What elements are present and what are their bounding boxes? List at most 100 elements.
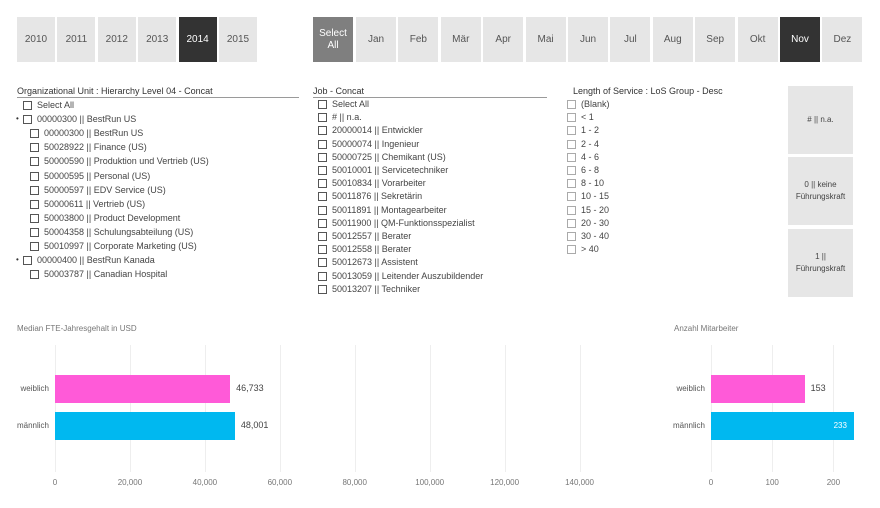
leader-filter-button[interactable]: # || n.a. bbox=[788, 86, 853, 154]
checkbox-icon[interactable] bbox=[567, 126, 576, 136]
checkbox-icon[interactable] bbox=[567, 245, 576, 255]
checkbox-icon[interactable] bbox=[318, 192, 327, 202]
year-tile-2010[interactable]: 2010 bbox=[17, 17, 55, 62]
job-slicer-item[interactable]: # || n.a. bbox=[318, 111, 362, 124]
checkbox-icon[interactable] bbox=[567, 166, 576, 175]
job-slicer-item[interactable]: 50011876 || Sekretärin bbox=[318, 190, 422, 203]
checkbox-icon[interactable] bbox=[567, 179, 576, 189]
month-select-all-tile[interactable]: Select All bbox=[313, 17, 353, 62]
org-slicer-item[interactable]: 00000300 || BestRun US bbox=[23, 113, 136, 126]
org-slicer-item[interactable]: 50000595 || Personal (US) bbox=[30, 170, 150, 183]
job-slicer-item[interactable]: 50011900 || QM-Funktionsspezialist bbox=[318, 217, 475, 230]
job-slicer-item[interactable]: 50013207 || Techniker bbox=[318, 283, 420, 296]
job-slicer-item[interactable]: 50013059 || Leitender Auszubildender bbox=[318, 270, 483, 283]
los-slicer-item[interactable]: 20 - 30 bbox=[567, 217, 609, 230]
org-slicer-item[interactable]: 50000611 || Vertrieb (US) bbox=[30, 198, 145, 211]
job-slicer-item[interactable]: 50012673 || Assistent bbox=[318, 256, 418, 269]
month-tile-4[interactable]: Apr bbox=[483, 17, 524, 62]
los-slicer-item[interactable]: 30 - 40 bbox=[567, 230, 609, 243]
los-slicer-item[interactable]: 8 - 10 bbox=[567, 177, 604, 190]
checkbox-icon[interactable] bbox=[567, 192, 576, 202]
bar-weiblich[interactable] bbox=[55, 375, 231, 403]
checkbox-icon[interactable] bbox=[318, 113, 327, 123]
org-slicer-item[interactable]: 50003800 || Product Development bbox=[30, 212, 180, 225]
job-slicer-item[interactable]: 20000014 || Entwickler bbox=[318, 124, 423, 137]
job-slicer-item[interactable]: Select All bbox=[318, 98, 369, 111]
checkbox-icon[interactable] bbox=[567, 205, 576, 215]
checkbox-icon[interactable] bbox=[30, 157, 39, 167]
month-tile-8[interactable]: Aug bbox=[652, 17, 693, 62]
checkbox-icon[interactable] bbox=[567, 218, 576, 228]
checkbox-icon[interactable] bbox=[318, 126, 327, 136]
checkbox-icon[interactable] bbox=[567, 232, 576, 241]
month-tile-12[interactable]: Dez bbox=[822, 17, 863, 62]
checkbox-icon[interactable] bbox=[318, 205, 327, 215]
year-tile-2012[interactable]: 2012 bbox=[97, 17, 136, 62]
job-slicer-item[interactable]: 50010001 || Servicetechniker bbox=[318, 164, 448, 177]
org-slicer-item[interactable]: 50028922 || Finance (US) bbox=[30, 141, 147, 154]
checkbox-icon[interactable] bbox=[567, 113, 576, 123]
bar-männlich[interactable] bbox=[55, 412, 235, 440]
month-tile-9[interactable]: Sep bbox=[695, 17, 736, 62]
checkbox-icon[interactable] bbox=[318, 245, 327, 255]
checkbox-icon[interactable] bbox=[318, 271, 327, 281]
month-tile-2[interactable]: Feb bbox=[398, 17, 439, 62]
checkbox-icon[interactable] bbox=[30, 171, 39, 181]
checkbox-icon[interactable] bbox=[318, 258, 327, 268]
month-tile-10[interactable]: Okt bbox=[737, 17, 778, 62]
org-slicer-item[interactable]: 00000400 || BestRun Kanada bbox=[23, 254, 155, 267]
checkbox-icon[interactable] bbox=[30, 143, 39, 153]
expand-toggle-icon[interactable]: • bbox=[16, 114, 19, 124]
checkbox-icon[interactable] bbox=[567, 100, 576, 109]
year-tile-2015[interactable]: 2015 bbox=[219, 17, 257, 62]
org-slicer-item[interactable]: Select All bbox=[23, 99, 74, 112]
checkbox-icon[interactable] bbox=[318, 139, 327, 149]
bar-weiblich[interactable] bbox=[711, 375, 805, 403]
los-slicer-item[interactable]: 10 - 15 bbox=[567, 190, 609, 203]
checkbox-icon[interactable] bbox=[23, 115, 32, 125]
checkbox-icon[interactable] bbox=[30, 242, 39, 251]
checkbox-icon[interactable] bbox=[318, 100, 327, 109]
los-slicer-item[interactable]: 1 - 2 bbox=[567, 124, 599, 137]
los-slicer-item[interactable]: (Blank) bbox=[567, 98, 610, 111]
month-tile-11[interactable]: Nov bbox=[780, 17, 820, 62]
leader-filter-button[interactable]: 0 || keine Führungskraft bbox=[788, 157, 853, 225]
org-slicer-item[interactable]: 50004358 || Schulungsabteilung (US) bbox=[30, 226, 193, 239]
checkbox-icon[interactable] bbox=[30, 185, 39, 195]
los-slicer-item[interactable]: 15 - 20 bbox=[567, 204, 609, 217]
leader-filter-button[interactable]: 1 || Führungskraft bbox=[788, 229, 853, 297]
checkbox-icon[interactable] bbox=[318, 179, 327, 189]
job-slicer-item[interactable]: 50010834 || Vorarbeiter bbox=[318, 177, 426, 190]
checkbox-icon[interactable] bbox=[30, 227, 39, 237]
org-slicer-item[interactable]: 00000300 || BestRun US bbox=[30, 127, 143, 140]
org-slicer-item[interactable]: 50000597 || EDV Service (US) bbox=[30, 184, 166, 197]
los-slicer-item[interactable]: 6 - 8 bbox=[567, 164, 599, 177]
los-slicer-item[interactable]: 4 - 6 bbox=[567, 151, 599, 164]
bar-männlich[interactable] bbox=[711, 412, 854, 440]
checkbox-icon[interactable] bbox=[30, 270, 39, 280]
month-tile-1[interactable]: Jan bbox=[356, 17, 396, 62]
expand-toggle-icon[interactable]: • bbox=[16, 255, 19, 265]
los-slicer-item[interactable]: < 1 bbox=[567, 111, 594, 124]
job-slicer-item[interactable]: 50000074 || Ingenieur bbox=[318, 138, 419, 151]
month-tile-3[interactable]: Mär bbox=[440, 17, 481, 62]
month-tile-6[interactable]: Jun bbox=[568, 17, 608, 62]
checkbox-icon[interactable] bbox=[318, 232, 327, 241]
checkbox-icon[interactable] bbox=[23, 101, 32, 110]
checkbox-icon[interactable] bbox=[23, 256, 32, 266]
checkbox-icon[interactable] bbox=[567, 152, 576, 162]
job-slicer-item[interactable]: 50012557 || Berater bbox=[318, 230, 411, 243]
year-tile-2011[interactable]: 2011 bbox=[57, 17, 96, 62]
org-slicer-item[interactable]: 50000590 || Produktion und Vertrieb (US) bbox=[30, 155, 209, 168]
month-tile-7[interactable]: Jul bbox=[610, 17, 651, 62]
job-slicer-item[interactable]: 50012558 || Berater bbox=[318, 243, 411, 256]
job-slicer-item[interactable]: 50000725 || Chemikant (US) bbox=[318, 151, 446, 164]
org-slicer-item[interactable]: 50010997 || Corporate Marketing (US) bbox=[30, 240, 197, 253]
checkbox-icon[interactable] bbox=[30, 199, 39, 209]
los-slicer-item[interactable]: > 40 bbox=[567, 243, 599, 256]
year-tile-2013[interactable]: 2013 bbox=[138, 17, 177, 62]
checkbox-icon[interactable] bbox=[30, 129, 39, 139]
month-tile-5[interactable]: Mai bbox=[525, 17, 566, 62]
checkbox-icon[interactable] bbox=[567, 139, 576, 149]
job-slicer-item[interactable]: 50011891 || Montagearbeiter bbox=[318, 204, 447, 217]
